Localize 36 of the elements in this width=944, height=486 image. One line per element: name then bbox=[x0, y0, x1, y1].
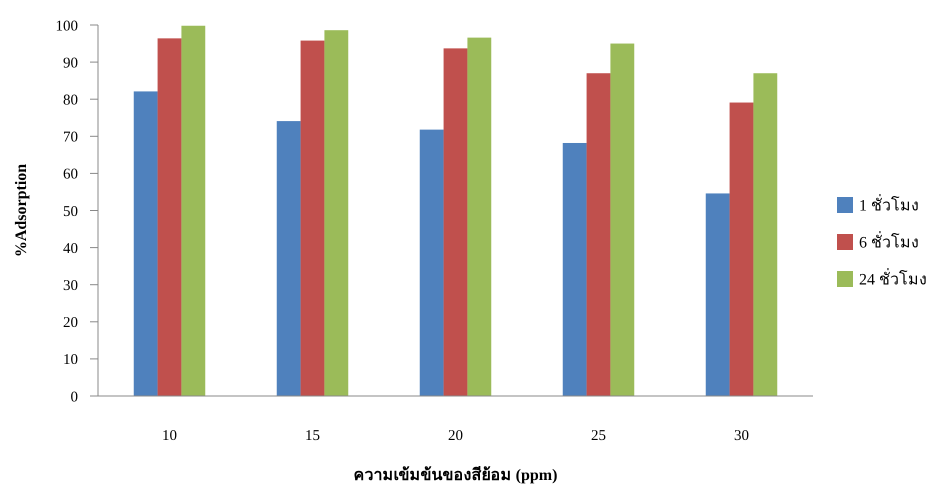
y-tick-label: 0 bbox=[70, 389, 78, 406]
x-tick-label: 30 bbox=[734, 428, 749, 444]
bar bbox=[467, 38, 492, 396]
legend-label: 24 ชั่วโมง bbox=[859, 268, 927, 289]
x-tick-label: 15 bbox=[305, 428, 320, 444]
bar bbox=[444, 48, 468, 396]
y-tick-label: 100 bbox=[56, 18, 78, 34]
y-tick-label: 90 bbox=[63, 55, 78, 72]
x-axis-title: ความเข้มข้นของสีย้อม (ppm) bbox=[354, 465, 558, 484]
y-tick-label: 30 bbox=[63, 278, 78, 294]
y-tick-label: 80 bbox=[63, 92, 78, 108]
y-axis-title: %Adsorption bbox=[13, 164, 30, 258]
bar bbox=[324, 30, 348, 396]
y-tick-label: 60 bbox=[63, 166, 78, 183]
bar bbox=[586, 73, 610, 396]
bar bbox=[562, 142, 587, 396]
bar bbox=[706, 193, 730, 396]
legend-label: 1 ชั่วโมง bbox=[859, 194, 919, 215]
bar bbox=[158, 38, 182, 396]
bar bbox=[730, 102, 754, 396]
bar bbox=[276, 121, 301, 396]
y-tick-label: 40 bbox=[63, 240, 78, 257]
y-tick-label: 70 bbox=[63, 130, 78, 146]
bar bbox=[134, 91, 158, 396]
legend-label: 6 ชั่วโมง bbox=[859, 230, 919, 252]
y-tick-label: 10 bbox=[63, 352, 78, 368]
y-tick-label: 50 bbox=[63, 204, 78, 220]
x-tick-label: 20 bbox=[448, 428, 463, 444]
y-tick-label: 20 bbox=[63, 315, 78, 332]
x-tick-label: 25 bbox=[591, 428, 606, 444]
bar bbox=[300, 40, 324, 396]
x-tick-label: 10 bbox=[162, 428, 177, 444]
bar bbox=[753, 73, 778, 396]
bar bbox=[181, 26, 206, 396]
bar bbox=[420, 130, 444, 396]
bar bbox=[610, 44, 634, 396]
